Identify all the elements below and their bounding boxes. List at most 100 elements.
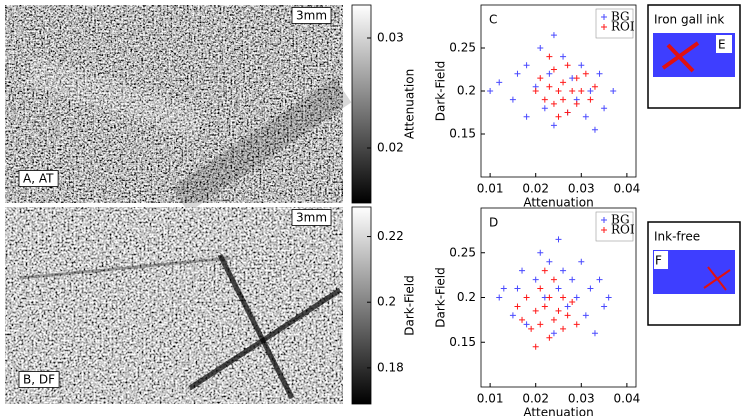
dark-band — [171, 77, 352, 213]
point — [532, 307, 539, 314]
point — [514, 303, 521, 310]
y-tick-label: 0.15 — [449, 127, 476, 141]
point — [555, 285, 562, 292]
panel-label: B, DF — [23, 373, 55, 387]
point — [555, 113, 562, 120]
point — [523, 113, 530, 120]
point — [487, 88, 494, 94]
y-tick-label: 0.2 — [457, 290, 476, 304]
point — [537, 321, 544, 328]
point — [560, 294, 567, 301]
inset-label-box — [716, 35, 732, 53]
ink-cross — [661, 41, 700, 73]
ink-line — [217, 253, 295, 400]
point — [546, 53, 553, 60]
point — [550, 100, 557, 107]
point — [578, 258, 585, 265]
point — [541, 303, 548, 310]
inset-title: Ink-free — [654, 230, 700, 244]
point — [532, 88, 539, 94]
colorbar-label: Dark-Field — [403, 275, 417, 336]
point — [587, 96, 594, 103]
point — [596, 70, 603, 77]
legend-label: ROI — [611, 223, 635, 237]
point — [555, 307, 562, 314]
point — [550, 32, 557, 39]
x-tick-label: 0.04 — [614, 392, 641, 406]
point — [528, 325, 535, 332]
point — [560, 79, 567, 86]
bright-band — [25, 55, 205, 140]
x-tick-label: 0.01 — [477, 392, 504, 406]
point — [496, 294, 503, 301]
point — [523, 294, 530, 301]
image-features — [25, 55, 352, 213]
point — [591, 83, 598, 90]
inset-label-box — [654, 251, 668, 269]
legend — [595, 8, 634, 39]
point — [582, 312, 589, 319]
point — [591, 330, 598, 337]
colorbar — [351, 206, 372, 405]
colorbar-tick-label: 0.2 — [377, 295, 396, 309]
point — [541, 105, 548, 112]
point — [587, 88, 594, 94]
scale-bar: 3mm — [296, 211, 327, 225]
point — [555, 236, 562, 243]
point — [537, 285, 544, 292]
y-tick-label: 0.25 — [449, 245, 476, 259]
point — [546, 83, 553, 90]
point — [532, 343, 539, 350]
point — [569, 276, 576, 283]
panel-label: A, AT — [23, 172, 54, 186]
y-axis-label: Dark-Field — [434, 61, 448, 122]
point — [582, 70, 589, 77]
y-tick-label: 0.15 — [449, 335, 476, 349]
x-tick-label: 0.04 — [614, 182, 641, 196]
point — [582, 113, 589, 120]
point — [601, 105, 608, 112]
x-tick-label: 0.01 — [477, 182, 504, 196]
point — [596, 276, 603, 283]
image-features — [19, 253, 342, 400]
x-tick-label: 0.03 — [568, 182, 595, 196]
point — [573, 75, 580, 82]
point — [573, 321, 580, 328]
image — [5, 5, 343, 203]
scale-bar-box — [291, 209, 332, 226]
colorbar-tick-label: 0.18 — [377, 360, 404, 374]
x-axis-label: Attenuation — [523, 406, 593, 416]
point — [560, 325, 567, 332]
legend-label: ROI — [611, 20, 635, 34]
point — [560, 96, 567, 103]
point — [573, 294, 580, 301]
inset-label: E — [718, 38, 726, 52]
x-tick-label: 0.02 — [522, 182, 549, 196]
colorbar — [351, 4, 372, 204]
legend-marker — [601, 14, 607, 20]
point — [564, 109, 571, 116]
point — [514, 70, 521, 77]
x-axis-label: Attenuation — [523, 196, 593, 210]
panel-letter: C — [489, 13, 497, 27]
inset-label: F — [655, 254, 662, 268]
point — [550, 316, 557, 323]
point — [591, 126, 598, 133]
image — [5, 207, 343, 404]
legend — [595, 211, 634, 242]
ink-line — [188, 287, 342, 391]
point — [605, 294, 612, 301]
point — [550, 276, 557, 283]
point — [550, 66, 557, 73]
ink-cross — [703, 266, 731, 291]
point — [546, 294, 553, 301]
panel-letter: D — [489, 216, 498, 230]
colorbar-tick-label: 0.22 — [377, 229, 404, 243]
point — [550, 122, 557, 129]
point — [519, 267, 526, 274]
legend-marker — [601, 217, 607, 223]
point — [560, 53, 567, 60]
point — [523, 321, 530, 328]
scale-bar-box — [291, 7, 332, 24]
